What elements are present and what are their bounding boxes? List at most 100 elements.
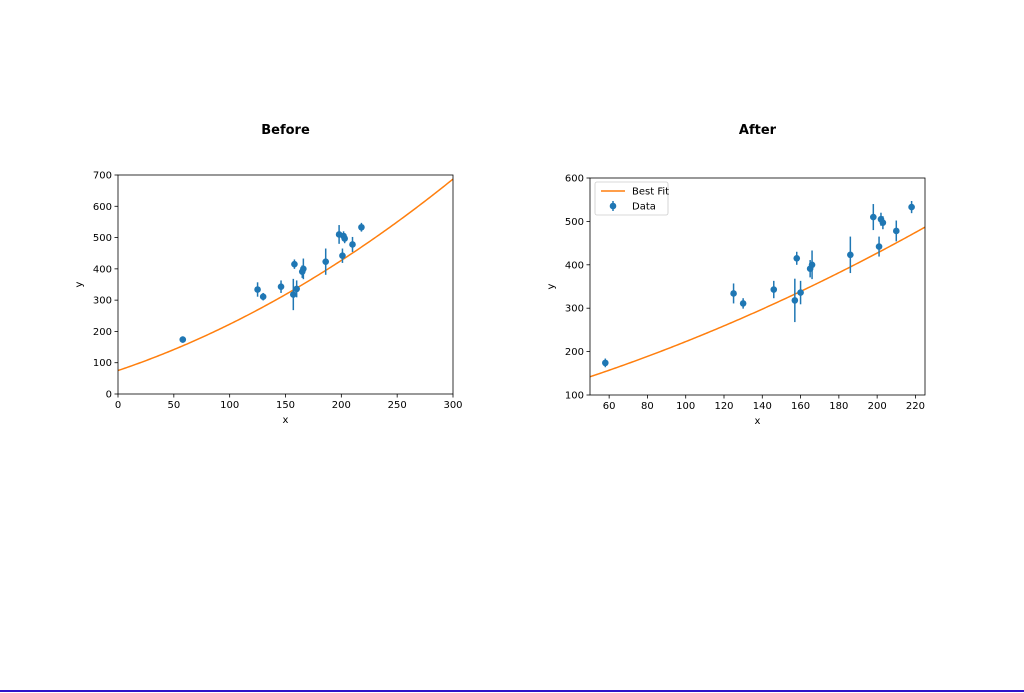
data-point bbox=[277, 280, 285, 293]
data-point bbox=[739, 298, 747, 309]
data-marker bbox=[290, 291, 297, 298]
data-marker bbox=[870, 213, 877, 221]
data-marker bbox=[293, 285, 300, 293]
data-point bbox=[875, 236, 883, 257]
data-marker bbox=[349, 241, 356, 248]
data-marker bbox=[291, 260, 298, 268]
x-tick-label: 120 bbox=[714, 401, 733, 412]
data-point bbox=[892, 220, 900, 242]
y-tick-label: 700 bbox=[93, 171, 112, 182]
data-point bbox=[808, 250, 816, 280]
x-axis-label: x bbox=[283, 415, 289, 426]
x-tick-label: 200 bbox=[868, 401, 887, 412]
best-fit-line bbox=[590, 226, 925, 378]
data-point bbox=[797, 280, 804, 305]
data-marker bbox=[847, 251, 854, 259]
data-point bbox=[791, 278, 799, 323]
axes-frame bbox=[589, 177, 926, 396]
data-marker bbox=[793, 254, 801, 262]
legend-data-marker bbox=[609, 202, 617, 210]
y-tick-label: 500 bbox=[93, 233, 112, 244]
y-tick-label: 600 bbox=[565, 174, 584, 185]
x-axis-label: x bbox=[755, 416, 761, 427]
chart-title: After bbox=[739, 123, 777, 138]
data-marker bbox=[730, 290, 737, 297]
x-tick-label: 220 bbox=[906, 401, 925, 412]
x-tick-label: 80 bbox=[641, 401, 654, 412]
x-tick-label: 180 bbox=[829, 401, 848, 412]
x-tick-label: 100 bbox=[676, 401, 695, 412]
data-marker bbox=[341, 235, 348, 242]
x-tick-label: 0 bbox=[115, 400, 121, 411]
data-marker bbox=[358, 223, 365, 231]
axes-frame bbox=[117, 174, 454, 395]
subplot-1: After 60 80 100 120 140 160 180 200 220 100 200 300 4… bbox=[546, 123, 926, 427]
x-tick-label: 250 bbox=[388, 400, 407, 411]
data-point bbox=[290, 278, 297, 311]
x-tick-label: 200 bbox=[332, 400, 351, 411]
data-marker bbox=[277, 283, 285, 290]
data-marker bbox=[808, 261, 816, 269]
y-tick-label: 200 bbox=[93, 327, 112, 338]
data-point bbox=[291, 259, 298, 269]
data-marker bbox=[179, 336, 187, 343]
data-point bbox=[349, 236, 356, 252]
x-tick-label: 160 bbox=[791, 401, 810, 412]
legend-data-label: Data bbox=[632, 202, 656, 213]
data-point bbox=[341, 233, 348, 244]
y-tick-label: 0 bbox=[106, 390, 112, 401]
data-marker bbox=[770, 286, 778, 293]
y-tick-label: 600 bbox=[93, 202, 112, 213]
x-tick-label: 50 bbox=[167, 400, 180, 411]
data-marker bbox=[300, 265, 307, 273]
data-marker bbox=[739, 300, 747, 307]
y-tick-label: 400 bbox=[93, 264, 112, 275]
x-tick-label: 140 bbox=[753, 401, 772, 412]
legend: Best Fit Data bbox=[594, 181, 669, 216]
data-point bbox=[793, 251, 801, 265]
data-point bbox=[293, 280, 300, 298]
data-point bbox=[879, 216, 887, 230]
x-tick-label: 150 bbox=[276, 400, 295, 411]
data-marker bbox=[254, 286, 261, 293]
data-point bbox=[602, 358, 609, 368]
data-point bbox=[254, 282, 261, 297]
y-tick-label: 300 bbox=[565, 304, 584, 315]
x-tick-label: 100 bbox=[220, 400, 239, 411]
y-axis-label: y bbox=[74, 281, 85, 287]
y-tick-label: 300 bbox=[93, 296, 112, 307]
data-marker bbox=[879, 219, 887, 227]
data-point bbox=[259, 292, 267, 301]
data-point bbox=[179, 336, 187, 343]
data-point bbox=[770, 280, 778, 299]
data-marker bbox=[339, 252, 346, 260]
data-point bbox=[847, 236, 854, 274]
bottom-border bbox=[0, 690, 1024, 692]
x-tick-label: 60 bbox=[603, 401, 616, 412]
data-marker bbox=[259, 293, 267, 301]
data-point bbox=[358, 222, 365, 232]
data-marker bbox=[602, 359, 609, 367]
subplot-0: Before 0 50 100 150 200 250 300 0 100 200 300 400 500… bbox=[74, 123, 463, 426]
data-point bbox=[300, 258, 307, 280]
data-marker bbox=[322, 258, 330, 265]
data-marker bbox=[875, 243, 883, 250]
y-tick-label: 400 bbox=[565, 260, 584, 271]
y-tick-label: 500 bbox=[565, 217, 584, 228]
x-tick-label: 300 bbox=[443, 400, 462, 411]
data-marker bbox=[791, 297, 799, 304]
y-tick-label: 200 bbox=[565, 347, 584, 358]
legend-fit-label: Best Fit bbox=[632, 187, 669, 198]
data-point bbox=[339, 248, 346, 263]
data-point bbox=[870, 204, 877, 231]
data-point bbox=[730, 283, 737, 304]
data-marker bbox=[797, 289, 804, 296]
data-point bbox=[322, 248, 330, 275]
data-marker bbox=[892, 227, 900, 235]
y-tick-label: 100 bbox=[93, 358, 112, 369]
y-axis-label: y bbox=[546, 283, 557, 289]
data-marker bbox=[908, 203, 915, 211]
data-point bbox=[908, 201, 915, 214]
best-fit-line bbox=[118, 178, 453, 372]
